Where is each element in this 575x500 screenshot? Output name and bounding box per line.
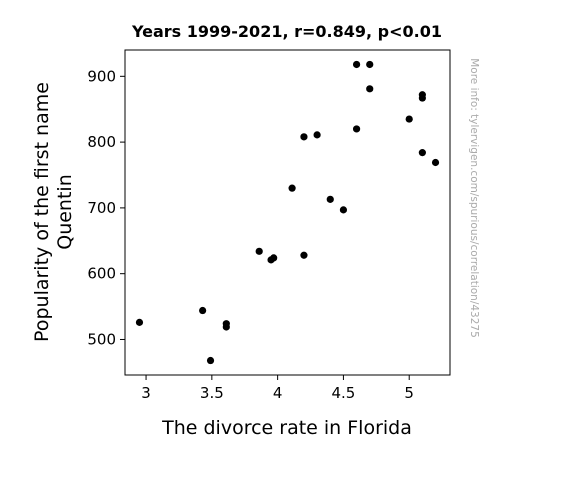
y-axis-label-line-1: Popularity of the first name xyxy=(31,82,53,342)
data-point xyxy=(366,60,374,69)
y-tick-label: 500 xyxy=(87,330,116,348)
data-point xyxy=(222,323,230,331)
data-point xyxy=(288,184,296,192)
x-tick-label: 3 xyxy=(141,384,151,402)
data-point xyxy=(352,60,361,69)
data-points xyxy=(135,60,440,365)
credit-text: More info: tylervigen.com/spurious/corre… xyxy=(468,58,480,338)
data-point xyxy=(366,85,374,93)
data-point xyxy=(135,318,144,326)
data-point xyxy=(270,254,278,262)
x-tick-label: 3.5 xyxy=(200,384,224,402)
data-point xyxy=(326,195,334,203)
data-point xyxy=(300,251,308,259)
data-point xyxy=(313,131,321,139)
data-point xyxy=(255,247,263,255)
y-tick-label: 600 xyxy=(87,265,116,283)
plot-area: 3 3.5 4 4.5 5 500 600 700 800 900 xyxy=(87,49,451,402)
x-tick-label: 4.5 xyxy=(331,384,355,402)
chart-title: Years 1999-2021, r=0.849, p<0.01 xyxy=(131,22,442,41)
data-point xyxy=(300,133,308,141)
x-axis-label: The divorce rate in Florida xyxy=(161,417,412,439)
x-tick-label: 5 xyxy=(404,384,414,402)
x-axis: 3 3.5 4 4.5 5 xyxy=(141,375,414,402)
data-point xyxy=(405,115,413,123)
data-point xyxy=(418,149,426,157)
y-tick-label: 800 xyxy=(87,133,116,151)
credit-label: More info: tylervigen.com/spurious/corre… xyxy=(468,58,480,338)
y-axis-label-line-2: Quentin xyxy=(54,174,76,250)
data-point xyxy=(206,356,215,365)
y-tick-label: 700 xyxy=(87,199,116,217)
y-tick-label: 900 xyxy=(87,67,116,85)
y-axis: 500 600 700 800 900 xyxy=(87,67,125,348)
plot-frame xyxy=(124,49,451,376)
data-point xyxy=(431,158,440,167)
y-axis-label: Popularity of the first name Quentin xyxy=(31,82,76,342)
data-point xyxy=(418,94,426,102)
data-point xyxy=(199,306,207,315)
data-point xyxy=(352,125,361,133)
x-tick-label: 4 xyxy=(273,384,283,402)
data-point xyxy=(339,206,348,214)
